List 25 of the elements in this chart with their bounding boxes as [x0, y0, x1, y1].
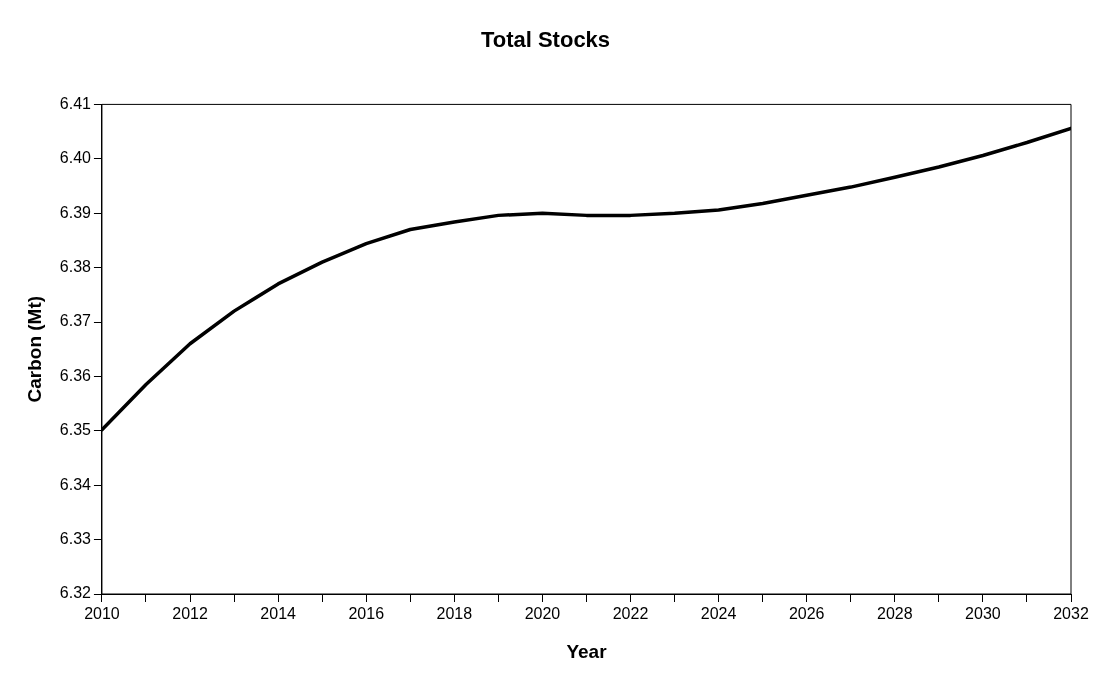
y-tick-label: 6.40 — [59, 149, 92, 167]
x-tick-label: 2028 — [877, 605, 913, 623]
y-tick-label: 6.39 — [59, 203, 92, 221]
x-tick-label: 2020 — [524, 605, 561, 623]
x-tick-label: 2014 — [260, 605, 297, 623]
chart-title: Total Stocks — [480, 27, 611, 53]
x-tick-label: 2026 — [788, 605, 825, 623]
x-tick-label: 2024 — [700, 605, 737, 623]
x-tick-label: 2018 — [436, 605, 473, 623]
x-tick-label: 2010 — [84, 605, 120, 623]
y-tick-label: 6.37 — [59, 312, 92, 330]
x-tick-label: 2016 — [348, 605, 385, 623]
y-tick-label: 6.36 — [59, 366, 92, 384]
y-tick-label: 6.32 — [59, 584, 92, 602]
x-tick-label: 2012 — [172, 605, 208, 623]
y-axis-title: Carbon (Mt) — [23, 295, 45, 403]
x-tick-label: 2032 — [1053, 605, 1089, 623]
y-tick-label: 6.41 — [59, 94, 92, 112]
y-tick-label: 6.35 — [59, 421, 92, 439]
y-tick-label: 6.38 — [59, 258, 92, 276]
y-tick-label: 6.34 — [59, 475, 92, 493]
x-axis-title: Year — [566, 640, 608, 662]
y-tick-label: 6.33 — [59, 530, 92, 548]
x-tick-label: 2030 — [965, 605, 1001, 623]
x-tick-label: 2022 — [612, 605, 649, 623]
